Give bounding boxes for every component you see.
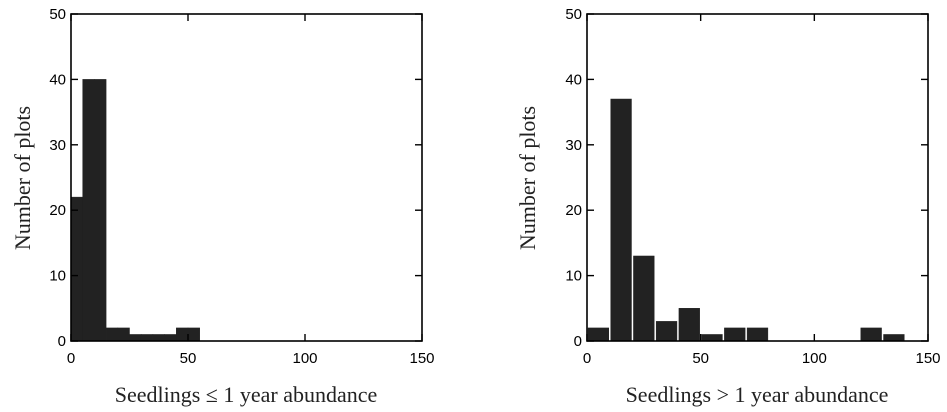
x-tick-label: 50 xyxy=(180,350,197,367)
left-plot-frame xyxy=(70,13,423,342)
y-tick-label: 40 xyxy=(565,71,582,88)
histogram-bar-2 xyxy=(633,255,655,342)
histogram-bar-1 xyxy=(610,98,632,342)
left-tick-labels: 0 10 20 30 40 50 0 50 100 150 xyxy=(49,6,434,367)
histogram-bar-1 xyxy=(82,79,95,342)
y-tick-label: 0 xyxy=(574,333,582,350)
histogram-bar-3 xyxy=(105,327,119,342)
histogram-bar-7 xyxy=(746,327,769,342)
right-y-axis-title: Number of plots xyxy=(515,106,540,250)
y-tick-label: 10 xyxy=(565,268,582,285)
histogram-bar-4 xyxy=(678,308,700,342)
histogram-bar-2 xyxy=(94,79,107,342)
histogram-bar-9 xyxy=(176,327,189,342)
y-tick-label: 20 xyxy=(565,202,582,219)
x-tick-label: 150 xyxy=(915,350,940,367)
x-tick-label: 0 xyxy=(583,350,591,367)
left-histogram-panel: 0 10 20 30 40 50 0 50 100 150 Seedlings ≤ 1 year … xyxy=(10,6,435,407)
left-x-axis-title: Seedlings ≤ 1 year abundance xyxy=(115,382,378,407)
x-tick-label: 100 xyxy=(802,350,827,367)
histogram-bar-5 xyxy=(129,334,142,342)
y-tick-label: 40 xyxy=(49,71,66,88)
right-tick-labels: 0 10 20 30 40 50 0 50 100 150 xyxy=(565,6,940,367)
x-tick-label: 150 xyxy=(409,350,434,367)
right-x-axis-title: Seedlings > 1 year abundance xyxy=(626,382,889,407)
y-tick-label: 50 xyxy=(49,6,66,23)
y-tick-label: 10 xyxy=(49,268,66,285)
histogram-bar-0 xyxy=(587,327,609,342)
histogram-bar-3 xyxy=(655,321,678,342)
histogram-bar-7 xyxy=(152,334,165,342)
left-y-axis-title: Number of plots xyxy=(10,106,35,250)
y-tick-label: 30 xyxy=(565,137,582,154)
x-tick-label: 100 xyxy=(292,350,317,367)
y-tick-label: 20 xyxy=(49,202,66,219)
right-plot-frame xyxy=(586,13,929,342)
histogram-bar-5 xyxy=(701,334,723,342)
x-tick-label: 50 xyxy=(692,350,709,367)
right-histogram-panel: 0 10 20 30 40 50 0 50 100 150 Seedlings > 1 year … xyxy=(515,6,941,407)
y-tick-label: 0 xyxy=(58,333,66,350)
y-tick-label: 30 xyxy=(49,137,66,154)
histogram-bar-10 xyxy=(187,327,200,342)
histogram-bar-8 xyxy=(164,334,177,342)
histogram-bar-6 xyxy=(724,327,746,342)
y-tick-label: 50 xyxy=(565,6,582,23)
left-bars xyxy=(70,79,200,342)
x-tick-label: 0 xyxy=(67,350,75,367)
histogram-bar-4 xyxy=(117,327,130,342)
right-bars xyxy=(587,98,905,342)
histogram-bar-6 xyxy=(140,334,154,342)
histogram-bar-0 xyxy=(70,196,83,342)
histogram-bar-13 xyxy=(883,334,905,342)
histogram-bar-12 xyxy=(860,327,882,342)
left-ticks xyxy=(70,13,423,342)
right-ticks xyxy=(586,13,929,342)
